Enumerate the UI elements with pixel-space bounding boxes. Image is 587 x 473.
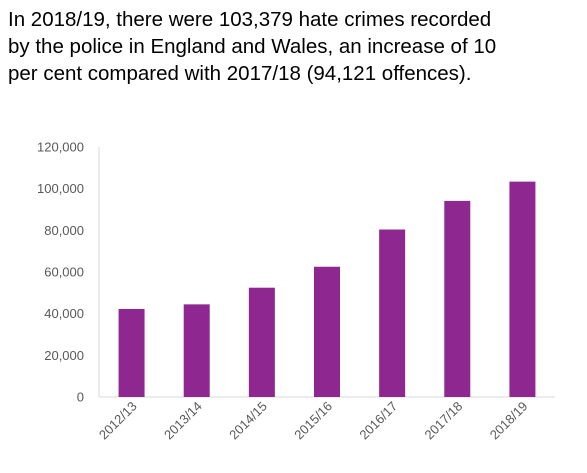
y-tick-label: 0 (77, 390, 84, 405)
x-tick-label: 2012/13 (96, 399, 140, 443)
bar-2014-15 (248, 287, 275, 397)
y-tick-labels: 0 20,000 40,000 60,000 80,000 100,000 120,000 (37, 140, 84, 405)
x-tick-label: 2017/18 (422, 399, 466, 443)
y-tick-label: 100,000 (37, 181, 84, 196)
y-tick-label: 20,000 (44, 348, 84, 363)
y-tick-label: 80,000 (44, 223, 84, 238)
x-tick-label: 2016/17 (356, 399, 400, 443)
bars (118, 181, 536, 397)
x-tick-label: 2013/14 (161, 399, 205, 443)
bar-2015-16 (314, 266, 340, 397)
y-tick-label: 40,000 (44, 306, 84, 321)
y-tick-label: 120,000 (37, 140, 84, 155)
bar-2016-17 (379, 229, 406, 397)
bar-2018-19 (509, 181, 536, 397)
bar-2013-14 (183, 304, 210, 397)
x-tick-label: 2014/15 (226, 399, 270, 443)
x-tick-label: 2015/16 (291, 399, 335, 443)
x-tick-labels: 2012/13 2013/14 2014/15 2015/16 2016/17 2017/… (96, 399, 531, 443)
headline-text: In 2018/19, there were 103,379 hate crim… (8, 6, 583, 87)
x-tick-label: 2018/19 (487, 399, 531, 443)
y-tick-label: 60,000 (44, 265, 84, 280)
bar-2012-13 (118, 308, 145, 397)
headline-line-2: by the police in England and Wales, an i… (8, 35, 497, 58)
headline-line-3: per cent compared with 2017/18 (94,121 o… (8, 62, 472, 85)
headline-line-1: In 2018/19, there were 103,379 hate crim… (8, 8, 492, 31)
bar-2017-18 (444, 200, 471, 397)
